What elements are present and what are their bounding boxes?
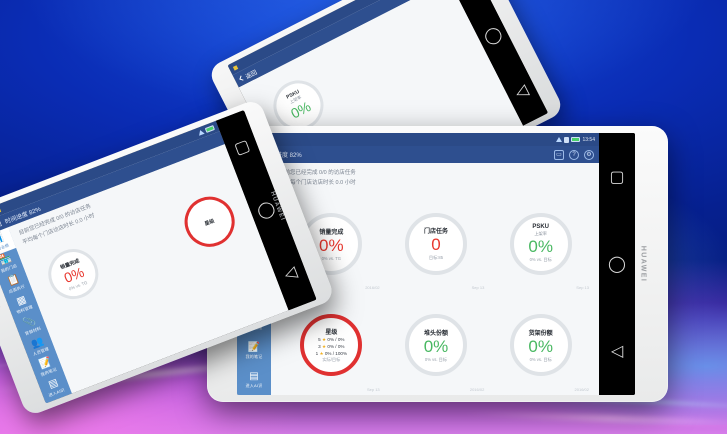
kpi-title: 堆头份额: [423, 330, 448, 337]
carrier-icon: [0, 207, 2, 213]
kpi-value: 0: [431, 235, 441, 255]
battery-icon: [571, 137, 581, 142]
star-row: 5 ★ 0% / 0%: [316, 336, 347, 343]
front-camera-left: [0, 303, 1, 311]
kpi-stamp: Sep 13: [366, 386, 380, 392]
desc-line-2: 平均每个门店访店时长 0.0 小时: [279, 180, 356, 187]
sidebar-item-label: 进入AI识: [245, 383, 263, 388]
top-bar: 返回 时间进度 82% ▭ ? ⚙: [237, 146, 599, 163]
desc-line-1: 目前您已经完成 0/0 的访店任务: [279, 170, 356, 176]
kpi-title: 星级: [325, 329, 338, 336]
star-icon: ★: [321, 336, 327, 342]
kpi-value: 0%: [528, 336, 553, 356]
clock: 13:54: [582, 136, 595, 143]
kpi-cell-shelf-share[interactable]: 货架份额 0% 0% vs. 目标 2016/02: [488, 294, 593, 395]
kpi-ring: 星级 5 ★ 0% / 0% 3 ★: [300, 314, 363, 377]
kpi-ring: 销量完成 0% 0% vs. TG: [41, 241, 106, 307]
kpi-stamp: 2016/02: [365, 285, 380, 291]
kpi-subtitle: 上架率: [534, 230, 547, 236]
kpi-footnote: 0% vs. 目标: [529, 356, 552, 362]
kpi-cell-psku[interactable]: PSKU 上架率 0% 0% vs. 目标 Sep 13: [488, 193, 593, 295]
kpi-footnote: 实际/目标: [322, 357, 341, 363]
settings-icon[interactable]: ⚙: [584, 149, 594, 160]
sidebar-item-ai-recognition[interactable]: ▤ 进入AI识: [237, 366, 271, 395]
kpi-value: 0%: [528, 236, 553, 256]
star-row: 3 ★ 0% / 0%: [316, 343, 347, 350]
status-left: [232, 64, 239, 71]
time-progress-label: 时间进度 82%: [264, 153, 302, 159]
kpi-value: 0%: [319, 235, 344, 255]
chat-icon[interactable]: ▭: [554, 149, 564, 160]
star-value: 0% / 100%: [324, 351, 348, 357]
kpi-ring: 货架份额 0% 0% vs. 目标: [509, 314, 572, 377]
wifi-icon: [197, 129, 204, 136]
sidebar-item-my-notes[interactable]: 📝 我的笔记: [237, 337, 271, 366]
battery-icon: [204, 125, 215, 133]
kpi-footnote: 0% vs. 目标: [529, 256, 552, 262]
card-icon: ▤: [249, 371, 259, 382]
chevron-left-icon: [239, 75, 245, 81]
kpi-cell-store-tasks[interactable]: 门店任务 0 目标:85 Sep 13: [384, 193, 489, 295]
kpi-stamp: Sep 13: [471, 285, 485, 291]
star-level: 5: [318, 336, 321, 342]
wifi-icon: [556, 137, 563, 142]
kpi-cell-display-share[interactable]: 堆头份额 0% 0% vs. 目标 2016/02: [384, 294, 489, 395]
recent-apps-button[interactable]: ▢: [609, 168, 625, 186]
note-icon: 📝: [247, 342, 261, 353]
star-rating-list: 5 ★ 0% / 0% 3 ★ 0% / 0%: [316, 336, 347, 357]
sim-icon: [564, 136, 570, 143]
kpi-title: 星级: [203, 217, 216, 228]
star-level: 3: [318, 344, 321, 350]
status-bar: 无信号卡 13:54: [237, 133, 599, 146]
recent-apps-button[interactable]: ▢: [232, 136, 253, 159]
topbar-icons: ▭ ? ⚙: [554, 149, 594, 160]
kpi-stamp: 2016/02: [574, 386, 589, 392]
kpi-value: 0%: [423, 336, 449, 356]
back-nav-button[interactable]: ◁: [281, 263, 300, 284]
kpi-title: 销量完成: [319, 229, 344, 236]
kpi-footnote: 0% vs. TG: [321, 255, 342, 261]
star-level: 1: [315, 351, 319, 357]
star-icon: ★: [321, 344, 327, 350]
kpi-footnote: 目标:85: [428, 255, 444, 261]
star-icon: ★: [319, 351, 324, 357]
status-right: 13:54: [556, 136, 595, 143]
home-button[interactable]: ◯: [481, 24, 505, 48]
back-nav-button[interactable]: ◁: [512, 81, 531, 103]
brand-logo-main: HUAWEI: [639, 245, 647, 283]
kpi-ring: PSKU 上架率 0% 0% vs. 目标: [509, 212, 572, 275]
kpi-title: PSKU: [532, 224, 549, 231]
kpi-title: 门店任务: [423, 229, 448, 236]
back-nav-button[interactable]: ◁: [610, 343, 624, 361]
star-value: 0% / 0%: [327, 344, 345, 350]
help-icon[interactable]: ?: [569, 149, 579, 160]
kpi-title: 货架份额: [528, 330, 553, 337]
nav-bar-main: ▢ ◯ ◁: [599, 133, 635, 395]
kpi-grid: 销量完成 0% 0% vs. TG 2016/02 门店任务 0 目标:: [279, 193, 593, 395]
kpi-ring: 星级: [177, 189, 242, 255]
kpi-cell-star-rating[interactable]: 星级 5 ★ 0% / 0% 3 ★: [279, 294, 384, 395]
carrier-icon: [232, 64, 239, 71]
kpi-footnote: 0% vs. 目标: [424, 356, 448, 362]
home-button[interactable]: ◯: [608, 255, 626, 273]
kpi-stamp: Sep 13: [576, 285, 589, 291]
sidebar-item-label: 我的笔记: [245, 354, 263, 359]
kpi-ring: 门店任务 0 目标:85: [404, 212, 467, 275]
kpi-ring: 堆头份额 0% 0% vs. 目标: [404, 314, 467, 377]
kpi-stamp: 2016/02: [469, 386, 485, 392]
star-row: 1 ★ 0% / 100%: [316, 350, 347, 357]
star-value: 0% / 0%: [327, 336, 345, 342]
